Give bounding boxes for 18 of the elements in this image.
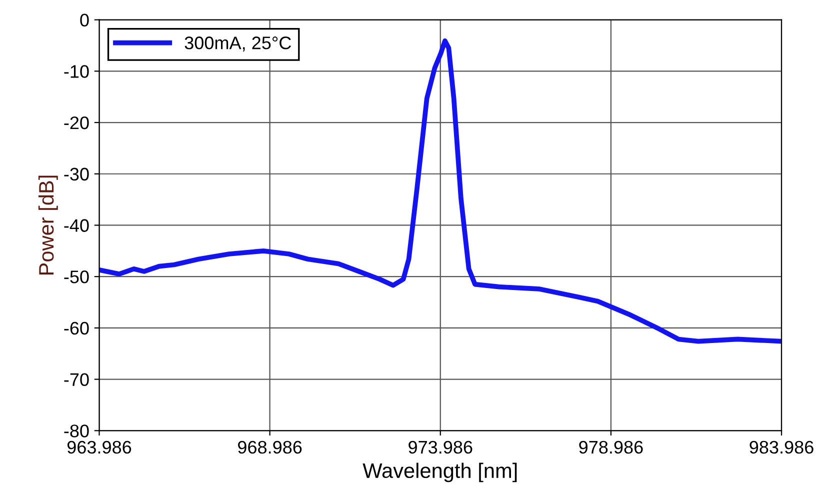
legend-label: 300mA, 25°C: [184, 36, 291, 52]
line-series: [99, 38, 782, 344]
y-tick-label: -10: [64, 65, 89, 78]
x-axis-title: Wavelength [nm]: [362, 462, 517, 482]
y-tick-label: -40: [64, 219, 89, 232]
y-axis-title: Power [dB]: [38, 176, 58, 274]
y-tick-label: -50: [64, 270, 89, 284]
x-tick-label: 983.986: [750, 440, 814, 454]
y-tick-label: -20: [64, 116, 89, 130]
y-tick-label: 0: [80, 14, 89, 27]
y-tick-label: -80: [64, 424, 89, 438]
x-tick-label: 963.986: [67, 440, 132, 454]
y-tick-label: -30: [64, 168, 89, 181]
y-tick-label: -70: [64, 373, 89, 386]
y-tick-label: -60: [64, 322, 89, 335]
x-tick-label: 968.986: [238, 440, 302, 454]
x-tick-label: 978.986: [579, 440, 643, 454]
x-tick-label: 973.986: [408, 440, 472, 454]
